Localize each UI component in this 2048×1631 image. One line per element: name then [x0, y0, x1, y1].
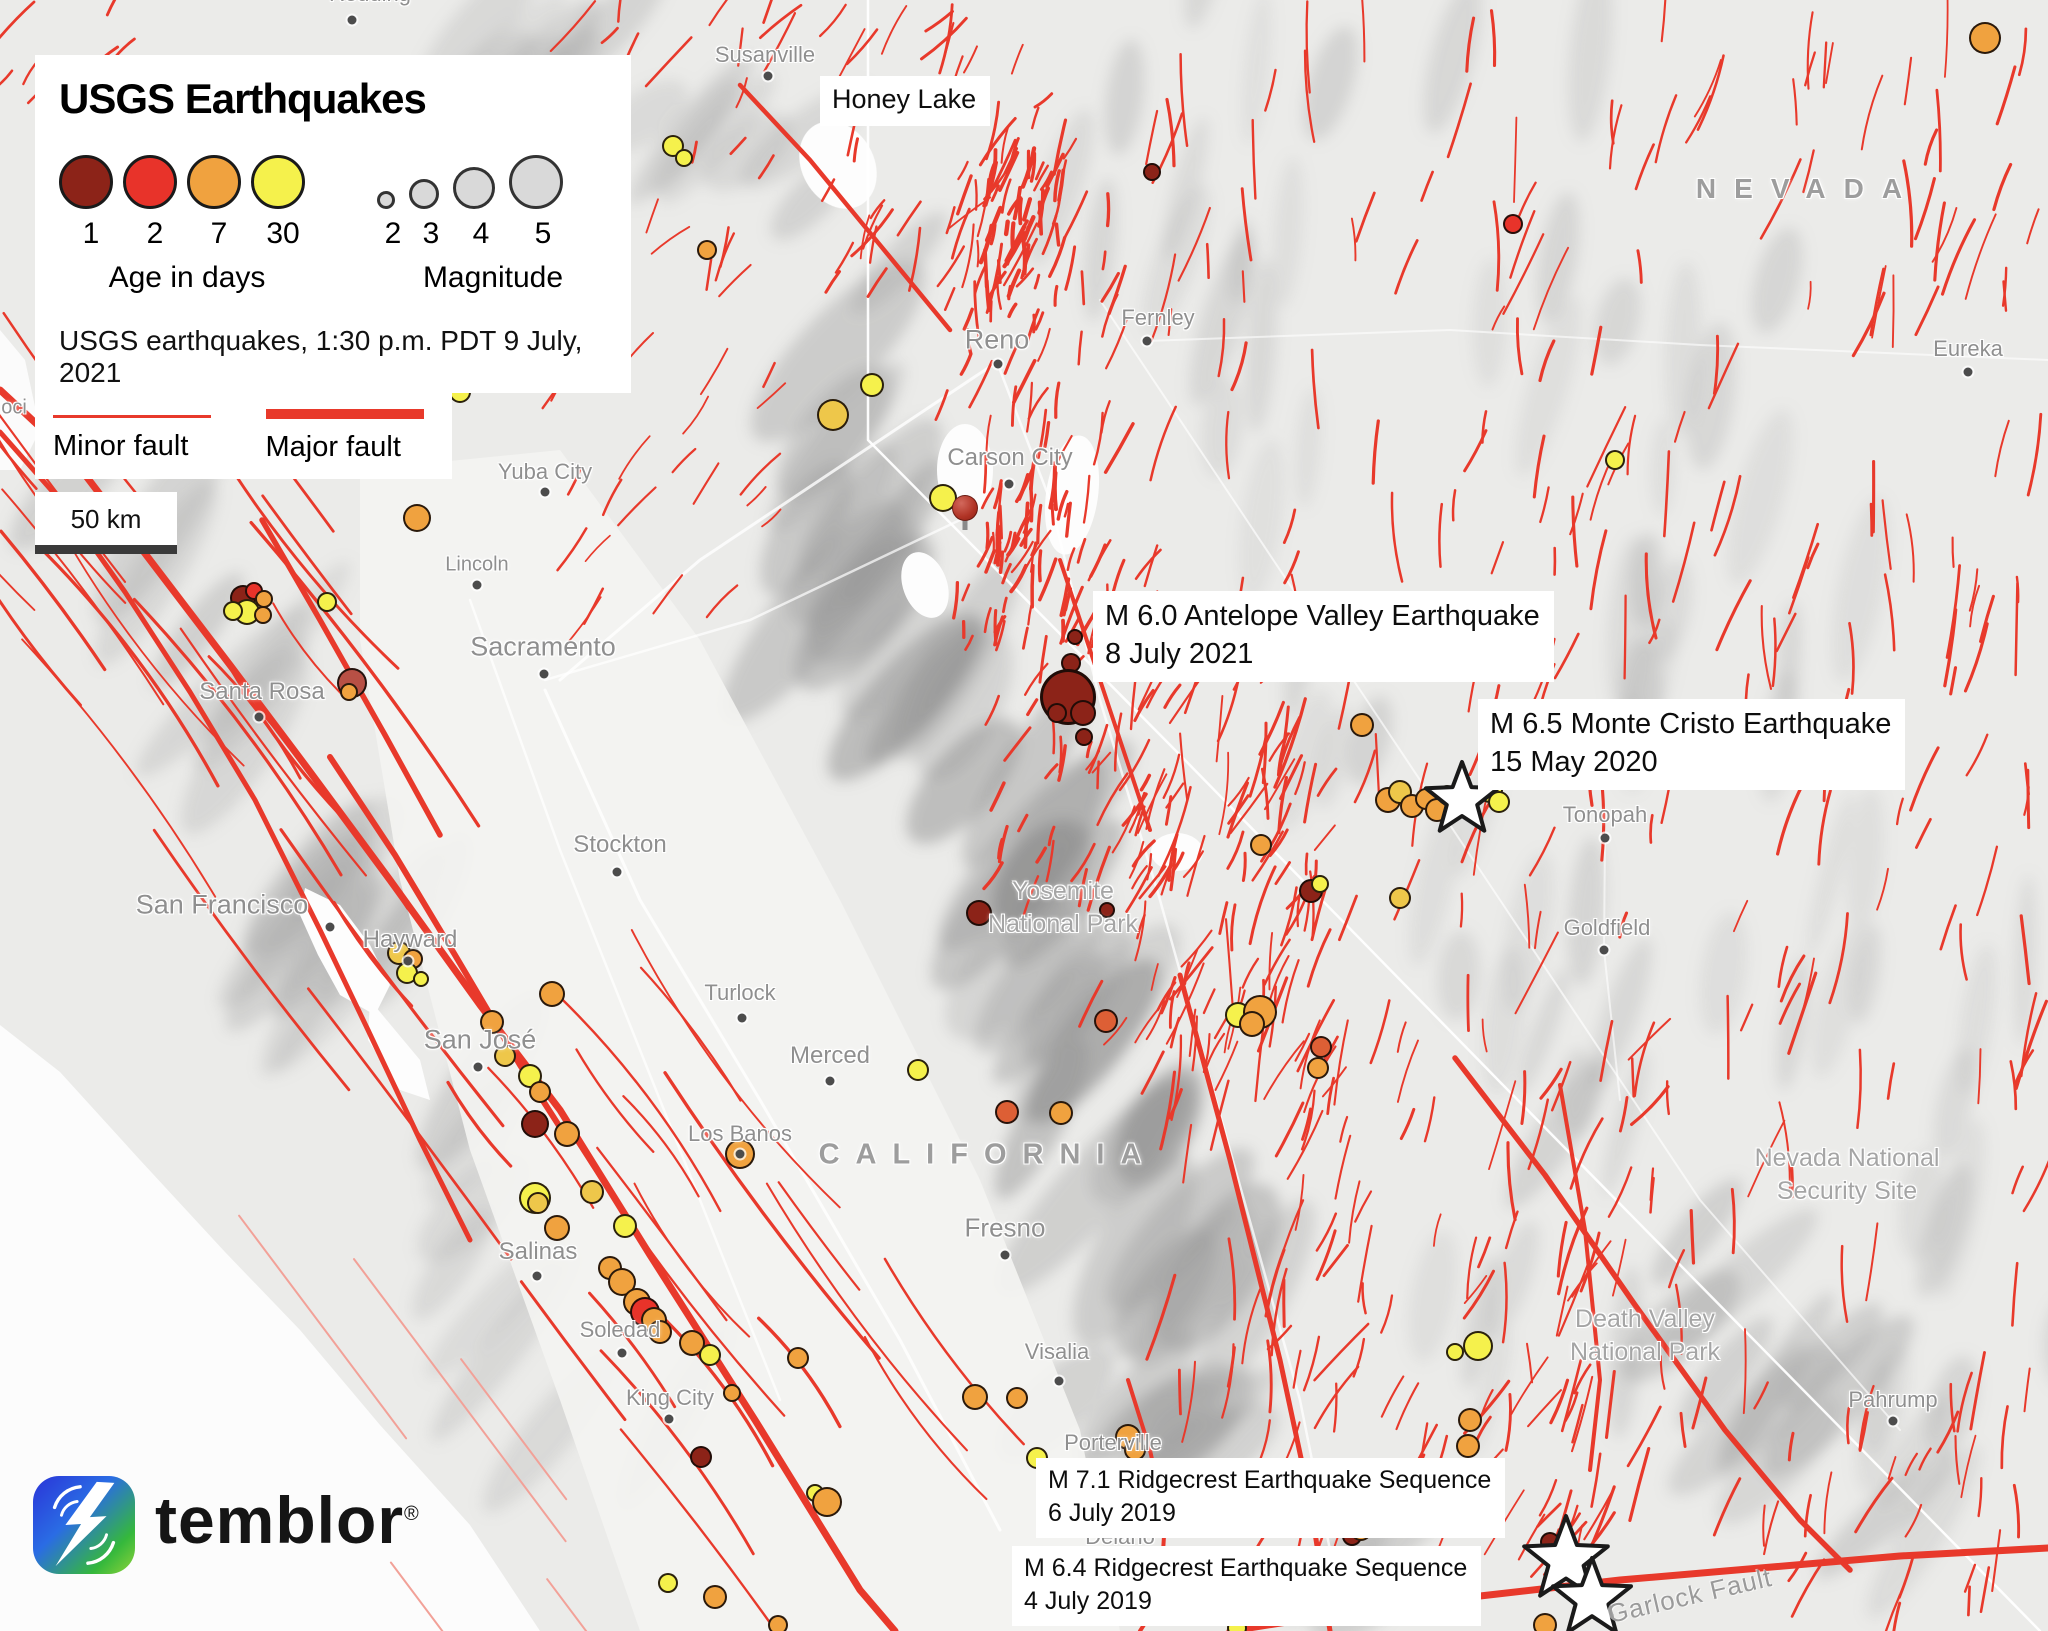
legend-age-circle-7 — [187, 155, 241, 209]
minor-fault-legend: Minor fault — [53, 407, 244, 479]
legend-timestamp: USGS earthquakes, 1:30 p.m. PDT 9 July, … — [59, 325, 583, 388]
legend-age-circle-1 — [59, 155, 113, 209]
scale-bar: 50 km — [35, 492, 177, 554]
minor-fault-line-sample — [53, 415, 211, 418]
major-fault-label: Major fault — [265, 431, 401, 463]
legend-title: USGS Earthquakes — [59, 75, 427, 122]
lightning-bolt-icon — [52, 1481, 116, 1567]
legend-magnitude-value: 3 — [422, 217, 440, 250]
registered-mark: ® — [404, 1503, 420, 1525]
scale-bar-rule — [35, 545, 177, 554]
legend-magnitude-circle-5 — [509, 155, 563, 209]
legend-age-group: 1 2 7 30 Age in days — [59, 149, 335, 295]
minor-fault-label: Minor fault — [53, 430, 189, 462]
legend-age-value: 7 — [210, 217, 228, 250]
temblor-logo-icon — [33, 1476, 135, 1574]
legend-age-caption: Age in days — [108, 261, 266, 294]
major-fault-line-sample — [265, 409, 424, 419]
legend-age-circle-30 — [251, 155, 305, 209]
legend-magnitude-circle-4 — [453, 167, 495, 209]
legend-magnitude-value: 4 — [472, 217, 490, 250]
fault-legend-panel: Minor fault Major fault — [35, 393, 452, 479]
legend-magnitude-value: 2 — [384, 217, 402, 250]
legend-magnitude-caption: Magnitude — [422, 261, 564, 294]
legend-age-value: 1 — [82, 217, 100, 250]
legend-magnitude-circle-2 — [377, 191, 395, 209]
temblor-logo-text: temblor® — [155, 1483, 420, 1557]
major-fault-legend: Major fault — [244, 407, 435, 479]
legend-magnitude-circle-3 — [409, 179, 439, 209]
scale-bar-label: 50 km — [70, 504, 142, 534]
legend-magnitude-value: 5 — [534, 217, 552, 250]
legend-age-value: 30 — [266, 217, 300, 250]
legend-age-circle-2 — [123, 155, 177, 209]
temblor-logo: temblor® — [33, 1476, 420, 1574]
legend-age-value: 2 — [146, 217, 164, 250]
